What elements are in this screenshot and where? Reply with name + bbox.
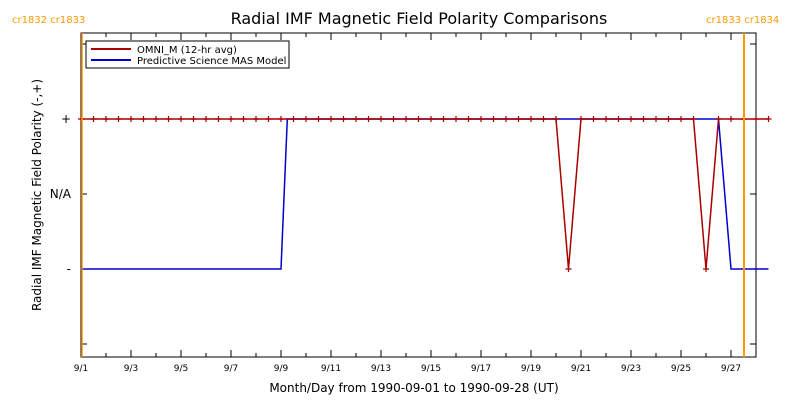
data-point-plus: [240, 116, 247, 122]
data-point-plus: [128, 116, 134, 122]
legend-box: [85, 40, 290, 69]
x-tick-label: 9/17: [471, 364, 491, 374]
data-point-plus: [490, 116, 497, 122]
legend-entry: Predictive Science MAS Model: [137, 56, 286, 67]
data-point-plus: [403, 116, 409, 122]
series-line: [81, 118, 769, 270]
data-point-plus: [140, 116, 147, 122]
data-point-plus: [278, 116, 284, 122]
y-tick-label: N/A: [50, 187, 72, 201]
data-point-plus: [540, 116, 547, 122]
data-point-plus: [315, 116, 322, 122]
data-point-plus: [103, 116, 109, 122]
data-point-plus: [553, 116, 559, 122]
data-point-plus: [653, 116, 659, 122]
data-point-plus: [765, 116, 772, 122]
y-tick-label: +: [61, 112, 71, 126]
x-tick-label: 9/27: [721, 364, 741, 374]
chart-title: Radial IMF Magnetic Field Polarity Compa…: [231, 9, 608, 28]
data-point-plus: [228, 116, 234, 122]
data-point-plus: [603, 116, 609, 122]
data-point-plus: [215, 116, 222, 122]
x-axis-label: Month/Day from 1990-09-01 to 1990-09-28 …: [269, 381, 558, 395]
x-tick-label: 9/25: [671, 364, 691, 374]
data-point-plus: [678, 116, 684, 122]
data-point-plus: [728, 116, 734, 122]
x-tick-label: 9/5: [174, 364, 188, 374]
data-point-plus: [690, 116, 697, 122]
data-point-plus: [590, 116, 597, 122]
data-point-plus: [378, 116, 384, 122]
data-point-plus: [415, 116, 422, 122]
data-point-plus: [178, 116, 184, 122]
y-axis-label: Radial IMF Magnetic Field Polarity (-,+): [30, 79, 44, 311]
data-point-plus: [340, 116, 347, 122]
data-point-plus: [115, 116, 122, 122]
data-point-plus: [253, 116, 259, 122]
data-point-plus: [78, 116, 84, 122]
data-point-plus: [578, 116, 584, 122]
data-point-plus: [390, 116, 397, 122]
data-point-plus: [328, 116, 334, 122]
data-point-plus: [453, 116, 459, 122]
data-point-plus: [153, 116, 159, 122]
x-tick-label: 9/23: [621, 364, 641, 374]
x-tick-label: 9/11: [321, 364, 341, 374]
data-point-plus: [165, 116, 172, 122]
series-line: [81, 118, 769, 270]
legend: OMNI_M (12-hr avg)Predictive Science MAS…: [85, 40, 290, 69]
series-layer: [78, 116, 772, 272]
data-point-plus: [503, 116, 509, 122]
y-tick-label: -: [67, 262, 71, 276]
x-tick-label: 9/3: [124, 364, 138, 374]
data-point-plus: [190, 116, 197, 122]
data-point-plus: [665, 116, 672, 122]
x-tick-label: 9/7: [224, 364, 238, 374]
data-point-plus: [90, 116, 97, 122]
data-point-plus: [515, 116, 522, 122]
data-point-plus: [353, 116, 359, 122]
data-point-plus: [365, 116, 372, 122]
data-point-plus: [465, 116, 472, 122]
x-tick-label: 9/9: [274, 364, 289, 374]
data-point-plus: [478, 116, 484, 122]
carrington-markers: [81, 33, 745, 357]
data-point-plus: [303, 116, 309, 122]
data-point-plus: [715, 116, 722, 122]
x-tick-label: 9/15: [421, 364, 441, 374]
carrington-marker-label-left: cr1832 cr1833: [12, 15, 85, 26]
data-point-plus: [615, 116, 622, 122]
data-point-plus: [753, 116, 759, 122]
data-point-plus: [628, 116, 634, 122]
data-point-plus: [565, 266, 572, 272]
data-point-plus: [203, 116, 209, 122]
x-tick-label: 9/1: [74, 364, 88, 374]
plot-frame: [80, 32, 757, 358]
data-point-plus: [428, 116, 434, 122]
axes-ticks: - N/A +9/1 9/3 9/5 9/7 9/9 9/11 9/13 9/15 9/17 9/19…: [50, 33, 757, 374]
data-point-plus: [640, 116, 647, 122]
data-point-plus: [265, 116, 272, 122]
x-tick-label: 9/21: [571, 364, 591, 374]
data-point-plus: [703, 266, 709, 272]
x-tick-label: 9/19: [521, 364, 541, 374]
x-tick-label: 9/13: [371, 364, 391, 374]
legend-entry: OMNI_M (12-hr avg): [137, 45, 237, 56]
data-point-plus: [528, 116, 534, 122]
data-point-plus: [440, 116, 447, 122]
carrington-marker-label-right: cr1833 cr1834: [706, 15, 779, 26]
data-point-plus: [290, 116, 297, 122]
